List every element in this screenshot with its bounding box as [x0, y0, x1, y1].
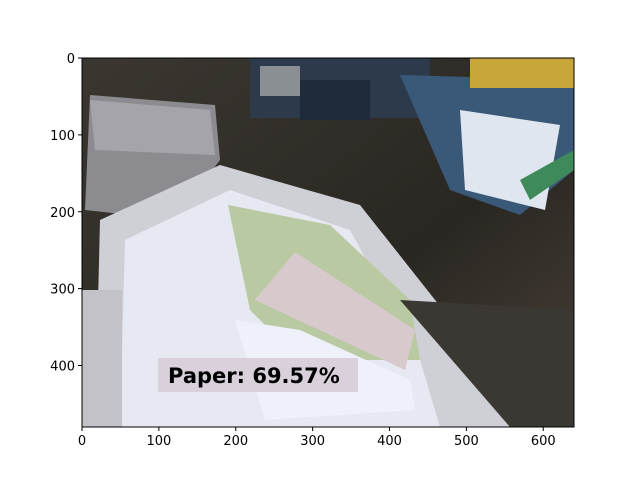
- axes-frame: [81, 57, 575, 428]
- y-tick-label: 400: [50, 360, 75, 375]
- x-tick-label: 500: [454, 434, 479, 449]
- x-tick-label: 0: [78, 434, 86, 449]
- x-tick-label: 300: [300, 434, 325, 449]
- y-tick-label: 100: [50, 129, 75, 144]
- y-tick-label: 200: [50, 206, 75, 221]
- label-box: [158, 358, 358, 392]
- x-tick-label: 200: [223, 434, 248, 449]
- x-tick-label: 400: [377, 434, 402, 449]
- y-tick-label: 0: [67, 52, 75, 67]
- x-tick-label: 100: [146, 434, 171, 449]
- y-tick-label: 300: [50, 283, 75, 298]
- x-tick-label: 600: [531, 434, 556, 449]
- detection-label: Paper: 69.57%: [168, 364, 340, 388]
